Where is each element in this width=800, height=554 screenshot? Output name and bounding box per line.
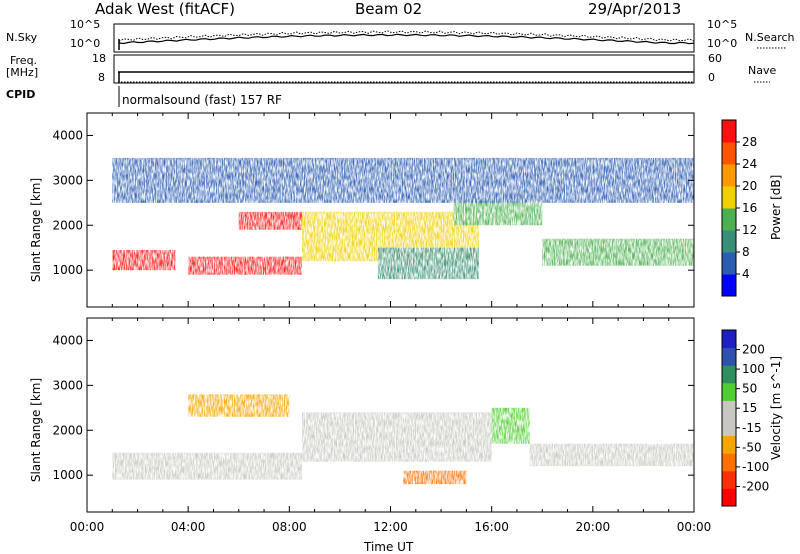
colorbar-cell	[722, 453, 736, 472]
scatter-region	[188, 256, 302, 275]
scatter-region	[377, 247, 480, 280]
cpid-value: normalsound (fast) 157 RF	[122, 93, 282, 107]
time-xlabel: Time UT	[363, 540, 414, 554]
colorbar-cell	[722, 252, 736, 275]
colorbar-cell	[722, 120, 736, 143]
colorbar-tick-label: 8	[742, 245, 750, 259]
colorbar-cell	[722, 488, 736, 507]
colorbar-tick-label: 15	[742, 401, 757, 415]
nave-tick-top: 60	[708, 52, 722, 65]
cpid-label: CPID	[6, 88, 36, 101]
ytick-label: 4000	[52, 333, 83, 347]
colorbar-cell	[722, 330, 736, 349]
colorbar-tick-label: 4	[742, 267, 750, 281]
ytick-label: 1000	[52, 263, 83, 277]
scatter-region	[188, 394, 290, 417]
velocity-colorbar: 200 100 50 15 -15 -50 -100 -200	[721, 329, 769, 507]
colorbar-cell	[722, 435, 736, 454]
ytick-label: 4000	[52, 128, 83, 142]
scatter-region	[491, 407, 530, 444]
colorbar-cell	[722, 186, 736, 209]
colorbar-tick-label: 24	[742, 157, 757, 171]
colorbar-tick-label: -15	[742, 421, 762, 435]
colorbar-cell	[722, 347, 736, 366]
velocity-ylabel: Slant Range [km]	[29, 378, 43, 482]
colorbar-cell	[722, 208, 736, 231]
nsky-line	[118, 33, 695, 45]
colorbar-cell	[722, 400, 736, 419]
ytick-label: 3000	[52, 173, 83, 187]
colorbar-tick-label: 28	[742, 135, 757, 149]
nsearch-tick-bottom: 10^0	[707, 37, 738, 50]
colorbar-tick-label: 50	[742, 382, 757, 396]
nave-label: Nave	[748, 64, 777, 77]
power-colorbar: 4 8 12 16 20 24 28	[721, 119, 757, 297]
colorbar-cell	[722, 230, 736, 253]
nsearch-label: N.Search	[745, 31, 795, 44]
velocity-colorbar-label: Velocity [m s^-1]	[769, 356, 783, 460]
ytick-label: 2000	[52, 423, 83, 437]
colorbar-cell	[722, 470, 736, 489]
colorbar-tick-label: 100	[742, 362, 765, 376]
xtick-label: 08:00	[272, 520, 307, 534]
scatter-region	[542, 238, 694, 266]
ytick-label: 2000	[52, 218, 83, 232]
scatter-region	[529, 443, 694, 467]
power-data	[112, 157, 694, 280]
colorbar-tick-label: 20	[742, 179, 757, 193]
colorbar-cell	[722, 164, 736, 187]
nsky-strip-frame	[113, 23, 695, 53]
nsky-tick-bottom: 10^0	[70, 37, 101, 50]
xtick-label: 00:00	[70, 520, 105, 534]
scatter-region	[112, 157, 694, 203]
colorbar-tick-label: 12	[742, 223, 757, 237]
nsky-label: N.Sky	[6, 31, 38, 44]
power-ylabel: Slant Range [km]	[29, 178, 43, 282]
xtick-label: 16:00	[474, 520, 509, 534]
freq-tick-bottom: 8	[98, 71, 105, 84]
ytick-label: 3000	[52, 378, 83, 392]
xtick-label: 00:00	[677, 520, 712, 534]
colorbar-cell	[722, 418, 736, 437]
station-title: Adak West (fitACF)	[95, 0, 235, 18]
colorbar-cell	[722, 274, 736, 297]
colorbar-cell	[722, 365, 736, 384]
velocity-data	[112, 394, 694, 485]
colorbar-tick-label: 200	[742, 343, 765, 357]
freq-tick-top: 18	[92, 52, 106, 65]
xtick-label: 04:00	[171, 520, 206, 534]
freq-label-2: [MHz]	[6, 66, 39, 79]
colorbar-frame	[721, 329, 737, 507]
scatter-region	[403, 470, 467, 485]
nsky-tick-top: 10^5	[70, 18, 101, 31]
freq-strip-frame	[113, 54, 695, 84]
nave-tick-bottom: 0	[708, 71, 715, 84]
scatter-region	[238, 211, 302, 230]
beam-label: Beam 02	[355, 0, 423, 18]
date-label: 29/Apr/2013	[588, 0, 682, 18]
colorbar-cell	[722, 382, 736, 401]
scatter-region	[301, 412, 492, 462]
xtick-label: 20:00	[576, 520, 611, 534]
colorbar-tick-label: -100	[742, 460, 769, 474]
scatter-region	[112, 249, 176, 271]
colorbar-tick-label: -200	[742, 479, 769, 493]
nsearch-tick-top: 10^5	[707, 18, 738, 31]
colorbar-cell	[722, 142, 736, 165]
power-panel	[86, 112, 695, 308]
power-colorbar-label: Power [dB]	[769, 175, 783, 240]
ytick-label: 1000	[52, 468, 83, 482]
xtick-label: 12:00	[373, 520, 408, 534]
velocity-panel	[86, 317, 695, 513]
scatter-region	[112, 452, 302, 480]
freq-label-1: Freq.	[10, 54, 38, 67]
colorbar-tick-label: 16	[742, 201, 757, 215]
colorbar-tick-label: -50	[742, 440, 762, 454]
